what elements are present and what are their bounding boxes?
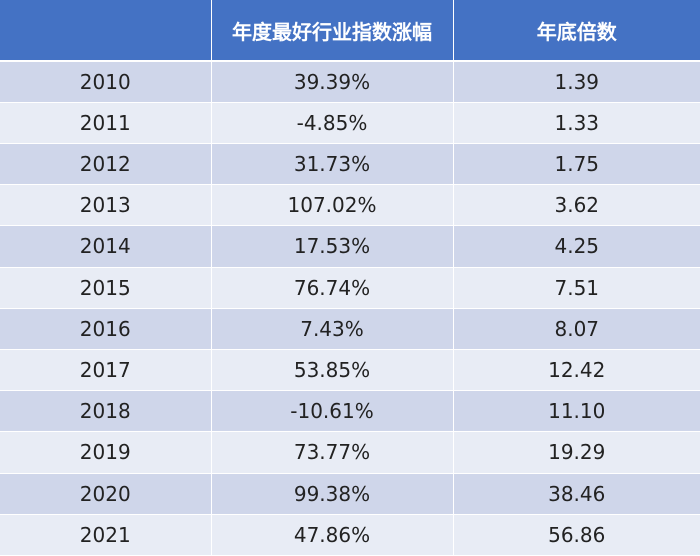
cell-best-industry-gain: 47.86%: [211, 514, 454, 556]
table-row: 2014 17.53% 4.25: [0, 225, 700, 268]
cell-year-end-multiple: 4.25: [453, 225, 700, 268]
cell-best-industry-gain: 107.02%: [211, 184, 454, 227]
cell-best-industry-gain: 53.85%: [211, 349, 454, 392]
table-row: 2017 53.85% 12.42: [0, 349, 700, 392]
cell-year: 2016: [0, 308, 212, 350]
table-row: 2011 -4.85% 1.33: [0, 102, 700, 144]
cell-best-industry-gain: 7.43%: [211, 308, 454, 350]
header-best-industry-gain: 年度最好行业指数涨幅: [211, 0, 454, 62]
cell-year-end-multiple: 1.33: [453, 102, 700, 144]
cell-year-end-multiple: 1.39: [453, 61, 700, 103]
cell-year: 2017: [0, 349, 212, 392]
header-year: [0, 0, 212, 62]
table-row: 2019 73.77% 19.29: [0, 431, 700, 474]
cell-best-industry-gain: 73.77%: [211, 431, 454, 474]
table-row: 2016 7.43% 8.07: [0, 308, 700, 350]
table-row: 2010 39.39% 1.39: [0, 61, 700, 103]
table-row: 2021 47.86% 56.86: [0, 514, 700, 556]
cell-best-industry-gain: 17.53%: [211, 225, 454, 268]
cell-year: 2015: [0, 267, 212, 309]
cell-year: 2014: [0, 225, 212, 268]
cell-year-end-multiple: 1.75: [453, 143, 700, 186]
cell-year-end-multiple: 7.51: [453, 267, 700, 309]
cell-year: 2019: [0, 431, 212, 474]
table-row: 2015 76.74% 7.51: [0, 267, 700, 309]
table-row: 2018 -10.61% 11.10: [0, 390, 700, 433]
cell-year-end-multiple: 8.07: [453, 308, 700, 350]
cell-year: 2013: [0, 184, 212, 227]
cell-year: 2021: [0, 514, 212, 556]
table-header: 年度最好行业指数涨幅 年底倍数: [0, 0, 700, 62]
cell-year-end-multiple: 38.46: [453, 473, 700, 515]
cell-year-end-multiple: 19.29: [453, 431, 700, 474]
table-row: 2012 31.73% 1.75: [0, 143, 700, 186]
table-body: 2010 39.39% 1.39 2011 -4.85% 1.33 2012 31.73% 1.…: [0, 61, 700, 556]
cell-best-industry-gain: 39.39%: [211, 61, 454, 103]
header-year-end-multiple: 年底倍数: [453, 0, 700, 62]
cell-year: 2020: [0, 473, 212, 515]
cell-best-industry-gain: -10.61%: [211, 390, 454, 433]
cell-best-industry-gain: 76.74%: [211, 267, 454, 309]
table-row: 2013 107.02% 3.62: [0, 184, 700, 227]
table-row: 2020 99.38% 38.46: [0, 473, 700, 515]
cell-year-end-multiple: 3.62: [453, 184, 700, 227]
cell-year: 2010: [0, 61, 212, 103]
cell-best-industry-gain: 31.73%: [211, 143, 454, 186]
cell-best-industry-gain: 99.38%: [211, 473, 454, 515]
cell-year: 2018: [0, 390, 212, 433]
cell-year: 2011: [0, 102, 212, 144]
cell-year-end-multiple: 56.86: [453, 514, 700, 556]
cell-year-end-multiple: 12.42: [453, 349, 700, 392]
cell-year: 2012: [0, 143, 212, 186]
cell-best-industry-gain: -4.85%: [211, 102, 454, 144]
header-row: 年度最好行业指数涨幅 年底倍数: [0, 0, 700, 62]
cell-year-end-multiple: 11.10: [453, 390, 700, 433]
